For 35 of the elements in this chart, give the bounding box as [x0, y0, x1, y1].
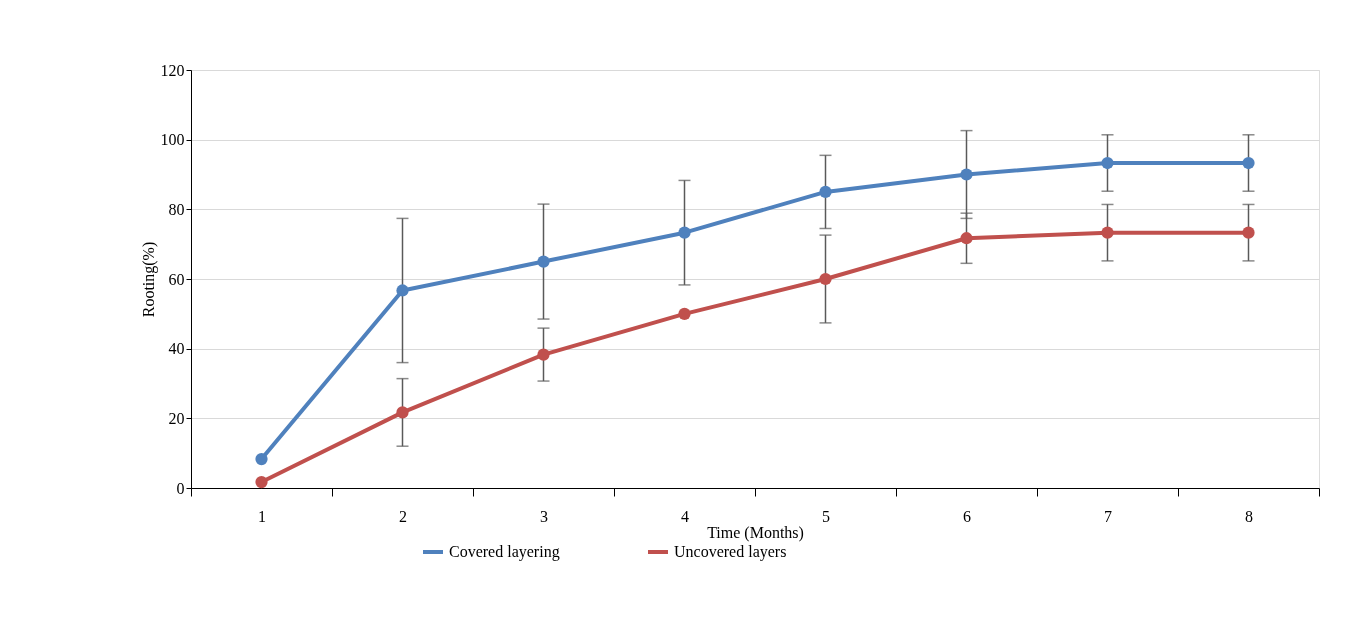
x-tick-label: 5 [822, 507, 830, 525]
y-tick-label: 80 [168, 200, 185, 218]
legend-label: Covered layering [449, 543, 560, 561]
point [1101, 156, 1114, 170]
y-tick-label: 20 [168, 409, 185, 427]
point [537, 255, 550, 268]
x-tick-label: 3 [540, 507, 548, 525]
point [396, 284, 409, 297]
point [819, 272, 832, 286]
point [396, 406, 409, 419]
point [678, 307, 691, 320]
x-tick-label: 2 [399, 507, 407, 525]
x-tick-label: 6 [963, 507, 971, 525]
point [1242, 156, 1255, 170]
y-tick-label: 120 [160, 61, 185, 79]
legend-label: Uncovered layers [674, 543, 787, 561]
point [819, 185, 832, 199]
point [537, 348, 550, 361]
y-axis-title: Rooting(%) [139, 241, 158, 318]
point [255, 475, 268, 489]
point [1242, 226, 1255, 239]
x-tick-label: 7 [1104, 507, 1112, 525]
point [960, 168, 973, 181]
x-axis-title: Time (Months) [707, 523, 804, 542]
point [960, 232, 973, 245]
x-tick-label: 8 [1245, 507, 1253, 525]
y-tick-label: 60 [168, 270, 185, 288]
y-tick-label: 0 [176, 479, 185, 497]
point [678, 226, 691, 239]
y-tick-label: 100 [160, 131, 185, 149]
y-tick-label: 40 [168, 340, 185, 358]
x-tick-label: 1 [258, 507, 266, 525]
point [255, 452, 268, 466]
x-tick-label: 4 [681, 507, 689, 525]
point [1101, 226, 1114, 239]
